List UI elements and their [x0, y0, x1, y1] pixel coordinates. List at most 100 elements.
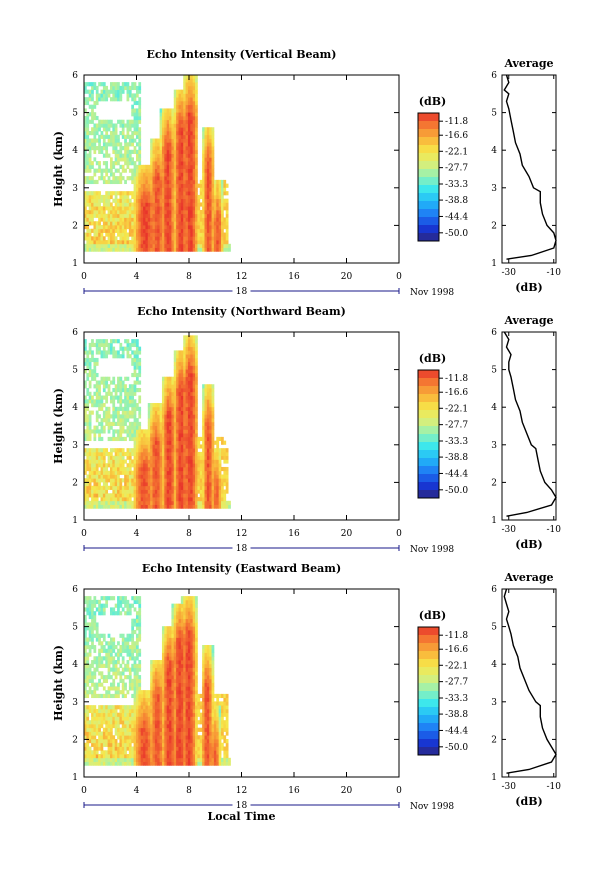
- heatmap-cell: [107, 228, 111, 233]
- heatmap-cell: [128, 161, 132, 166]
- heatmap-cell: [95, 361, 99, 366]
- heatmap-cell: [88, 622, 92, 627]
- heatmap-cell: [166, 410, 170, 415]
- heatmap-cell: [138, 504, 142, 509]
- heatmap-cell: [133, 645, 137, 650]
- heatmap-cell: [140, 444, 144, 449]
- heatmap-cell: [124, 466, 127, 472]
- heatmap-cell: [117, 395, 120, 400]
- heatmap-cell: [197, 206, 201, 211]
- heatmap-cell: [121, 127, 125, 132]
- heatmap-cell: [145, 225, 149, 230]
- heatmap-cell: [143, 466, 146, 472]
- heatmap-cell: [102, 418, 106, 423]
- heatmap-cell: [93, 425, 97, 430]
- heatmap-cell: [112, 478, 116, 483]
- heatmap-cell: [109, 421, 113, 426]
- heatmap-cell: [140, 240, 144, 245]
- heatmap-cell: [138, 127, 142, 132]
- heatmap-cell: [190, 433, 194, 438]
- heatmap-cell: [145, 757, 149, 762]
- heatmap-cell: [121, 637, 125, 642]
- heatmap-cell: [157, 202, 160, 207]
- heatmap-cell: [102, 93, 106, 98]
- heatmap-cell: [138, 115, 142, 121]
- heatmap-cell: [135, 183, 139, 188]
- heatmap-cell: [86, 372, 90, 378]
- colorbar-swatch: [418, 466, 439, 475]
- heatmap-cell: [202, 247, 205, 252]
- heatmap-cell: [117, 607, 120, 612]
- heatmap-cell: [86, 429, 90, 434]
- heatmap-cell: [84, 675, 87, 680]
- heatmap-cell: [128, 455, 132, 460]
- heatmap-cell: [164, 474, 168, 479]
- heatmap-cell: [169, 388, 172, 393]
- heatmap-cell: [105, 761, 109, 766]
- heatmap-cell: [95, 85, 99, 91]
- heatmap-cell: [183, 146, 186, 151]
- heatmap-cell: [171, 217, 175, 222]
- heatmap-cell: [195, 213, 198, 218]
- heatmap-cell: [121, 705, 125, 710]
- heatmap-cell: [171, 209, 175, 215]
- heatmap-cell: [121, 410, 125, 415]
- heatmap-cell: [187, 134, 191, 139]
- heatmap-cell: [192, 361, 196, 366]
- heatmap-cell: [119, 198, 123, 203]
- heatmap-cell: [86, 455, 90, 460]
- heatmap-cell: [138, 425, 142, 430]
- heatmap-cell: [93, 708, 97, 714]
- heatmap-cell: [93, 168, 97, 173]
- heatmap-cell: [218, 187, 222, 192]
- heatmap-cell: [206, 153, 210, 158]
- heatmap-cell: [84, 622, 87, 627]
- heatmap-cell: [98, 641, 101, 646]
- heatmap-cell: [135, 739, 139, 744]
- heatmap-cell: [140, 209, 144, 215]
- heatmap-cell: [173, 213, 177, 218]
- heatmap-cell: [138, 119, 142, 124]
- heatmap-cell: [109, 157, 113, 162]
- heatmap-cell: [197, 504, 201, 509]
- heatmap-cell: [161, 202, 165, 207]
- heatmap-cell: [133, 463, 137, 468]
- heatmap-cell: [102, 705, 106, 710]
- heatmap-cell: [187, 425, 191, 430]
- heatmap-cell: [152, 247, 156, 252]
- heatmap-cell: [91, 89, 94, 94]
- heatmap-cell: [164, 127, 168, 132]
- heatmap-cell: [187, 183, 191, 188]
- heatmap-cell: [195, 444, 198, 449]
- heatmap-cell: [161, 403, 165, 408]
- heatmap-cell: [187, 225, 191, 230]
- heatmap-cell: [126, 705, 130, 710]
- heatmap-cell: [100, 633, 104, 638]
- heatmap-cell: [128, 451, 132, 457]
- heatmap-cell: [88, 421, 92, 426]
- heatmap-cell: [166, 127, 170, 132]
- heatmap-cell: [128, 119, 132, 124]
- heatmap-cell: [133, 82, 137, 87]
- heatmap-cell: [138, 622, 142, 627]
- heatmap-cell: [206, 466, 210, 472]
- heatmap-cell: [109, 493, 113, 498]
- heatmap-cell: [138, 157, 142, 162]
- heatmap-cell: [159, 433, 163, 438]
- heatmap-cell: [169, 131, 172, 136]
- heatmap-cell: [159, 474, 163, 479]
- heatmap-cell: [88, 232, 92, 237]
- colorbar-swatch: [418, 378, 439, 387]
- heatmap-cell: [176, 463, 179, 468]
- heatmap-cell: [93, 85, 97, 91]
- heatmap-cell: [131, 478, 135, 483]
- heatmap-cell: [138, 757, 142, 762]
- colorbar-tick-label: -50.0: [445, 486, 468, 496]
- heatmap-cell: [190, 350, 194, 355]
- heatmap-cell: [180, 179, 184, 185]
- heatmap-cell: [143, 746, 146, 751]
- heatmap-cell: [93, 716, 97, 721]
- heatmap-cell: [93, 671, 97, 676]
- heatmap-cell: [135, 478, 139, 483]
- heatmap-cell: [91, 603, 94, 608]
